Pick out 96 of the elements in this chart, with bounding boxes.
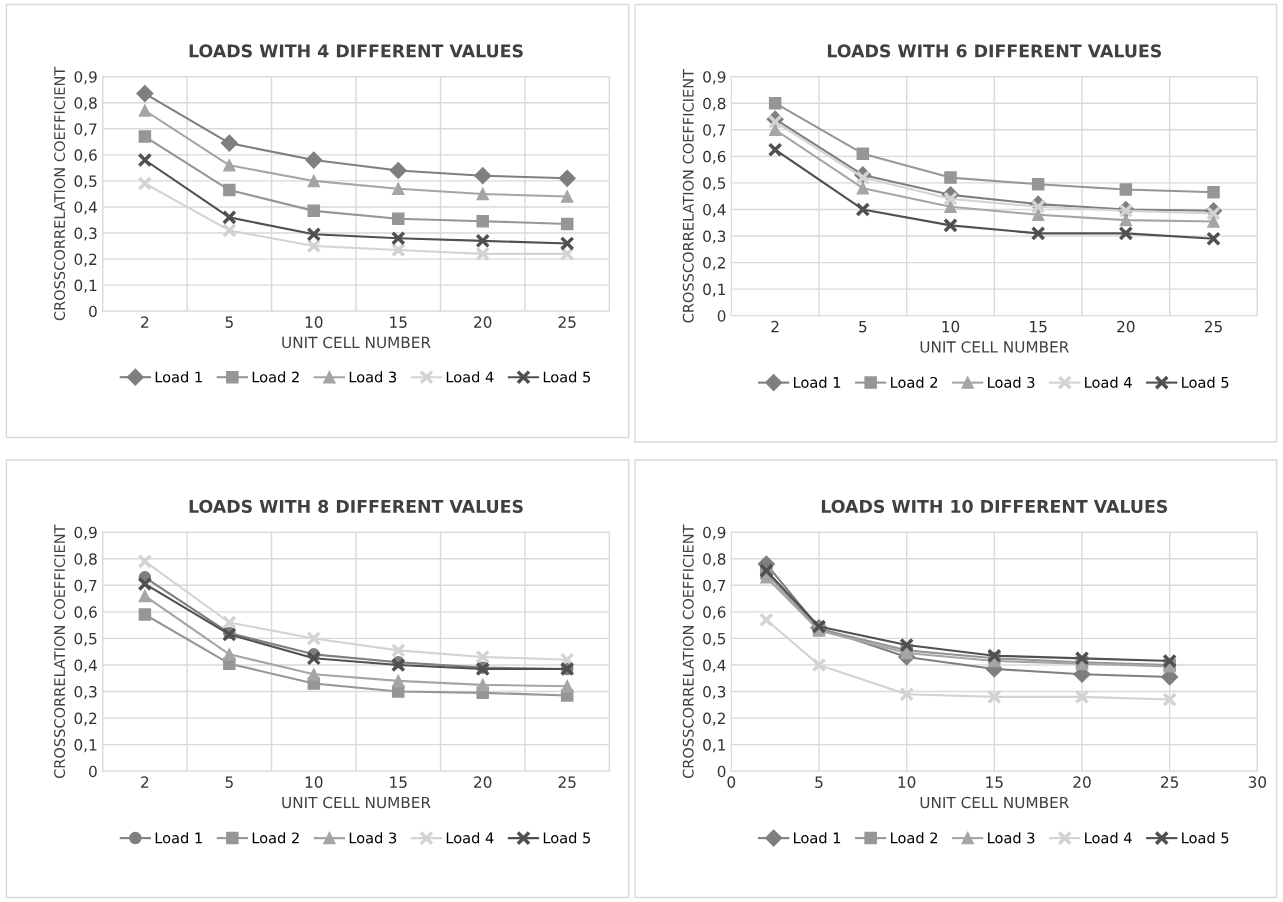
- legend-label: Load 4: [446, 832, 494, 844]
- y-tick-label: 0,1: [74, 279, 97, 293]
- chart-title: LOADS WITH 10 DIFFERENT VALUES: [821, 499, 1168, 513]
- y-tick-label: 0,6: [74, 606, 97, 620]
- x-tick-label: 30: [1248, 776, 1267, 788]
- y-tick-label: 0,3: [703, 230, 726, 244]
- y-tick-label: 0,5: [703, 177, 726, 191]
- y-tick-label: 0,7: [74, 123, 97, 137]
- x-tick-label: 2: [771, 320, 779, 333]
- x-tick-label: 10: [942, 320, 960, 333]
- y-tick-label: 0,3: [703, 686, 726, 700]
- y-tick-label: 0,8: [74, 553, 97, 567]
- y-tick-label: 0,2: [74, 253, 97, 267]
- y-tick-label: 0,6: [74, 149, 97, 163]
- x-tick-label: 25: [558, 776, 576, 788]
- legend-label: Load 2: [252, 832, 299, 844]
- legend-label: Load 1: [155, 832, 202, 844]
- y-tick-label: 0,2: [74, 712, 97, 726]
- y-tick-label: 0,7: [703, 579, 726, 593]
- y-tick-label: 0,5: [74, 632, 97, 646]
- x-tick-label: 25: [1204, 320, 1222, 333]
- x-tick-label: 5: [815, 776, 823, 788]
- x-tick-label: 5: [859, 321, 867, 333]
- y-tick-label: 0,3: [74, 227, 97, 241]
- chart-title: LOADS WITH 6 DIFFERENT VALUES: [827, 44, 1162, 58]
- y-tick-label: 0: [89, 305, 97, 318]
- x-tick-label: 20: [1073, 776, 1091, 788]
- legend-label: Load 3: [349, 371, 397, 383]
- legend-label: Load 4: [1085, 376, 1132, 388]
- legend-label: Load 4: [1085, 832, 1132, 844]
- y-tick-label: 0,7: [74, 579, 97, 593]
- x-tick-label: 5: [225, 316, 233, 328]
- y-tick-label: 0,5: [74, 175, 97, 189]
- y-tick-label: 0,5: [703, 632, 726, 646]
- x-tick-label: 15: [390, 776, 407, 788]
- chart-title: LOADS WITH 8 DIFFERENT VALUES: [189, 499, 523, 513]
- x-tick-label: 0: [727, 776, 736, 788]
- y-tick-label: 0: [89, 765, 97, 778]
- legend-label: Load 2: [891, 832, 938, 844]
- x-tick-label: 25: [1161, 776, 1179, 788]
- x-tick-label: 15: [390, 316, 407, 328]
- y-axis-title: CROSSCORRELATION COEFFICIENT: [682, 68, 694, 323]
- y-tick-label: 0,7: [703, 124, 726, 138]
- y-tick-label: 0: [717, 765, 726, 778]
- legend-label: Load 2: [252, 371, 299, 383]
- y-tick-label: 0,4: [74, 201, 97, 215]
- x-tick-label: 5: [225, 776, 233, 788]
- x-axis-title: UNIT CELL NUMBER: [920, 341, 1069, 353]
- y-tick-label: 0,9: [74, 71, 97, 85]
- y-tick-label: 0,2: [703, 257, 725, 271]
- legend-label: Load 3: [988, 376, 1035, 388]
- x-tick-label: 10: [898, 776, 916, 788]
- y-tick-label: 0,4: [74, 659, 97, 673]
- x-tick-label: 20: [474, 316, 492, 328]
- legend-label: Load 5: [543, 832, 591, 844]
- legend-label: Load 1: [794, 832, 841, 844]
- x-tick-label: 15: [1030, 321, 1047, 333]
- y-tick-label: 0,6: [703, 150, 726, 164]
- legend-label: Load 2: [891, 376, 938, 388]
- legend-label: Load 1: [794, 376, 841, 388]
- y-tick-label: 0,4: [703, 203, 726, 218]
- x-axis-title: UNIT CELL NUMBER: [282, 796, 431, 809]
- legend-label: Load 3: [988, 832, 1035, 844]
- y-tick-label: 0,1: [703, 739, 726, 753]
- y-axis-title: CROSSCORRELATION COEFFICIENT: [682, 524, 694, 779]
- chart-title: LOADS WITH 4 DIFFERENT VALUES: [189, 44, 523, 58]
- y-tick-label: 0,1: [74, 739, 97, 753]
- y-tick-label: 0,6: [703, 606, 726, 620]
- legend-label: Load 1: [155, 371, 202, 383]
- x-tick-label: 25: [558, 316, 576, 328]
- x-tick-label: 2: [141, 316, 149, 328]
- y-tick-label: 0,9: [74, 526, 97, 540]
- y-axis-title: CROSSCORRELATION COEFFICIENT: [54, 66, 66, 321]
- legend-label: Load 5: [1182, 832, 1229, 844]
- y-tick-label: 0,1: [703, 283, 726, 297]
- y-tick-label: 0,3: [74, 686, 97, 700]
- x-axis-title: UNIT CELL NUMBER: [920, 796, 1069, 809]
- legend-label: Load 5: [1182, 376, 1229, 388]
- y-tick-label: 0,2: [703, 712, 725, 726]
- x-axis-title: UNIT CELL NUMBER: [282, 336, 431, 349]
- x-tick-label: 2: [141, 776, 149, 788]
- x-tick-label: 20: [1117, 320, 1135, 333]
- x-tick-label: 10: [305, 776, 323, 788]
- x-tick-label: 15: [986, 776, 1003, 788]
- y-tick-label: 0,4: [703, 659, 726, 673]
- legend-label: Load 4: [446, 371, 494, 383]
- y-tick-label: 0,9: [703, 71, 726, 85]
- y-tick-label: 0,8: [703, 97, 726, 111]
- y-tick-label: 0,8: [74, 97, 97, 111]
- y-tick-label: 0,8: [703, 553, 726, 567]
- legend-label: Load 5: [543, 371, 591, 383]
- y-tick-label: 0,9: [703, 526, 726, 540]
- y-axis-title: CROSSCORRELATION COEFFICIENT: [54, 524, 66, 779]
- x-tick-label: 20: [474, 776, 492, 788]
- legend-label: Load 3: [349, 832, 397, 844]
- x-tick-label: 10: [305, 316, 323, 328]
